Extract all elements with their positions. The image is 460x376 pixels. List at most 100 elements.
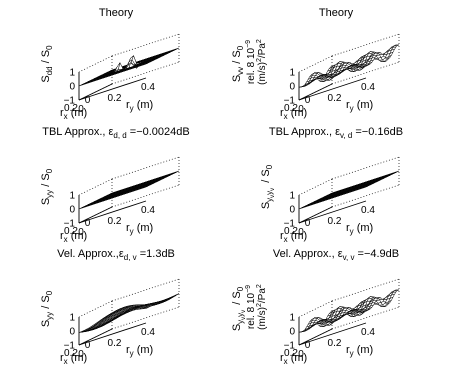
y-tick-label: 0 <box>78 104 84 115</box>
y-label-sub: y <box>350 104 354 113</box>
z-label-main: S <box>260 202 272 209</box>
x-tick-label: 0.2 <box>64 103 78 114</box>
x-label-sub: x <box>284 357 288 366</box>
x-label-main: r <box>280 230 284 242</box>
z-label-den-sub: 0 <box>45 290 54 295</box>
panel-title: Theory <box>319 7 354 19</box>
panel-title-main: Theory <box>99 7 134 19</box>
back-edge <box>78 55 113 73</box>
y-axis-label: ry (m) <box>346 99 373 113</box>
z-label-den-sub: 0 <box>45 168 54 173</box>
z-tick-label: 0 <box>69 327 75 338</box>
x-label-sub: x <box>64 112 68 121</box>
z-tick-label: 1 <box>69 68 75 79</box>
x-label-main: r <box>60 230 64 242</box>
z-unit-tail: /Pa <box>257 43 268 58</box>
x-tick-label: 0.2 <box>284 348 298 359</box>
z-label-den-prefix: / S <box>40 50 52 67</box>
x-tick-label: 0.2 <box>64 226 78 237</box>
z-tick-label: −1 <box>284 96 296 107</box>
surface-mesh <box>298 170 400 210</box>
z-tick-label: −1 <box>284 341 296 352</box>
y-label-sub: y <box>350 227 354 236</box>
y-tick-label: 0 <box>78 349 84 360</box>
x-tick-label: 0 <box>305 218 311 229</box>
y-axis-line <box>298 200 367 224</box>
z-tick-label: 1 <box>289 191 295 202</box>
back-edge <box>298 178 333 196</box>
x-axis-line <box>78 328 113 346</box>
panel-title-main: TBL Approx., ε <box>269 126 340 138</box>
y-label-unit: (m) <box>134 344 154 356</box>
y-tick-label: 0.2 <box>328 216 342 227</box>
y-axis-line <box>78 200 147 224</box>
z-axis-label: Syy / S0 <box>40 290 54 327</box>
z-label-sub: y <box>236 320 245 324</box>
y-axis-line <box>298 322 367 346</box>
x-axis-label: rx (m) <box>280 230 307 244</box>
x-label-main: r <box>280 107 284 119</box>
back-edge <box>111 278 180 302</box>
surface-mesh <box>78 170 180 210</box>
z-tick-label: −1 <box>284 219 296 230</box>
panel-title-value: =−0.16dB <box>352 126 403 138</box>
y-tick-label: 0.4 <box>361 82 375 93</box>
y-axis-label: ry (m) <box>346 344 373 358</box>
y-tick-label: 0.2 <box>108 338 122 349</box>
z-tick-label: −1 <box>64 341 76 352</box>
z-label-den-sub: 0 <box>265 164 274 169</box>
z-scale-text: rel. 8 10 <box>246 292 257 329</box>
z-tick-label: 0 <box>289 205 295 216</box>
y-tick-label: 0.2 <box>328 93 342 104</box>
y-tick-label: 0.4 <box>361 205 375 216</box>
z-axis-label: Svv / S0 <box>231 45 245 82</box>
z-label-main: S <box>231 75 243 82</box>
z-label-sub: vv <box>236 67 245 75</box>
back-edge <box>78 300 113 318</box>
x-axis-label: rx (m) <box>280 352 307 366</box>
mesh-cell <box>142 186 148 189</box>
y-tick-label: 0.2 <box>108 93 122 104</box>
x-label-unit: (m) <box>68 230 88 242</box>
panel-title: Vel. Approx., εv, v =−4.9dB <box>273 248 399 262</box>
z-tick-label: 1 <box>289 313 295 324</box>
x-label-unit: (m) <box>68 352 88 364</box>
z-label-main: S <box>231 324 243 331</box>
y-tick-label: 0.2 <box>328 338 342 349</box>
z-label-sub: dd <box>45 66 54 75</box>
x-label-unit: (m) <box>68 107 88 119</box>
x-label-sub: x <box>64 357 68 366</box>
z-tick-label: 1 <box>289 68 295 79</box>
y-tick-label: 0 <box>298 227 304 238</box>
panel-title: TBL Approx., εv, d =−0.16dB <box>269 126 403 140</box>
panel-title-value: =1.3dB <box>137 248 175 260</box>
y-axis-line <box>298 77 367 101</box>
back-edge <box>111 184 180 208</box>
z-axis-label: Syy / S0 <box>40 168 54 205</box>
panel-title-value: =−0.0024dB <box>127 126 190 138</box>
x-tick-label: 0 <box>305 95 311 106</box>
y-tick-label: 0 <box>78 227 84 238</box>
z-axis-label: Syvyv / S0 <box>260 164 276 209</box>
surface-mesh <box>298 44 400 88</box>
panel-title-sub: v, d <box>340 131 352 140</box>
y-label-unit: (m) <box>134 222 154 234</box>
y-tick-label: 0.4 <box>141 205 155 216</box>
surface-mesh <box>78 47 180 87</box>
y-label-unit: (m) <box>354 344 374 356</box>
y-axis-label: ry (m) <box>126 222 153 236</box>
x-label-unit: (m) <box>288 352 308 364</box>
y-axis-label: ry (m) <box>126 99 153 113</box>
z-label-sub: yy <box>45 312 54 320</box>
z-tick-label: 0 <box>289 327 295 338</box>
x-label-sub: x <box>284 112 288 121</box>
z-tick-label: 0 <box>69 205 75 216</box>
back-edge <box>78 178 113 196</box>
x-label-unit: (m) <box>288 107 308 119</box>
z-label-den-prefix: / S <box>40 173 52 190</box>
